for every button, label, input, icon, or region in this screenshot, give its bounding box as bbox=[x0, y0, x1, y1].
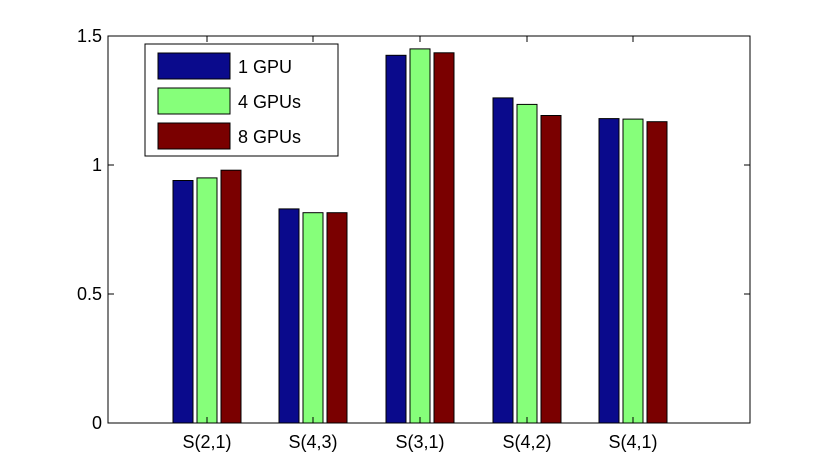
x-tick-label: S(2,1) bbox=[182, 432, 231, 452]
bar-s21-series-3 bbox=[220, 169, 242, 424]
x-tick-label: S(3,1) bbox=[395, 432, 444, 452]
legend-swatch-1 bbox=[157, 52, 231, 80]
bar-s41-series-3 bbox=[646, 121, 668, 424]
y-axis: 0 0.5 1 1.5 bbox=[77, 26, 750, 433]
bar-s31-series-2 bbox=[409, 48, 431, 424]
y-tick-label: 0.5 bbox=[77, 284, 102, 304]
legend-label-1: 1 GPU bbox=[238, 57, 292, 77]
legend-label-2: 4 GPUs bbox=[238, 92, 301, 112]
legend-swatch-2 bbox=[157, 87, 231, 115]
legend: 1 GPU 4 GPUs 8 GPUs bbox=[144, 43, 339, 157]
bar-s42-series-1 bbox=[492, 97, 514, 424]
bar-s31-series-3 bbox=[433, 52, 455, 424]
bar-s42-series-3 bbox=[540, 115, 562, 424]
y-tick-label: 1 bbox=[92, 155, 102, 175]
bar-s43-series-3 bbox=[326, 212, 348, 424]
x-tick-label: S(4,3) bbox=[288, 432, 337, 452]
bar-s31-series-1 bbox=[385, 54, 407, 424]
y-tick-label: 0 bbox=[92, 413, 102, 433]
bar-s21-series-2 bbox=[196, 177, 218, 424]
bars-group bbox=[172, 48, 668, 424]
y-tick-label: 1.5 bbox=[77, 26, 102, 46]
bar-s43-series-2 bbox=[302, 212, 324, 424]
bar-s42-series-2 bbox=[516, 103, 538, 424]
x-axis: S(2,1) S(4,3) S(3,1) S(4,2) S(4,1) bbox=[182, 36, 658, 452]
legend-label-3: 8 GPUs bbox=[238, 127, 301, 147]
bar-s41-series-2 bbox=[622, 118, 644, 424]
plot-frame bbox=[107, 35, 751, 424]
x-tick-label: S(4,2) bbox=[502, 432, 551, 452]
x-tick-label: S(4,1) bbox=[608, 432, 657, 452]
bar-s21-series-1 bbox=[172, 180, 194, 424]
bar-s41-series-1 bbox=[598, 118, 620, 424]
bar-s43-series-1 bbox=[278, 208, 300, 424]
legend-swatch-3 bbox=[157, 122, 231, 150]
